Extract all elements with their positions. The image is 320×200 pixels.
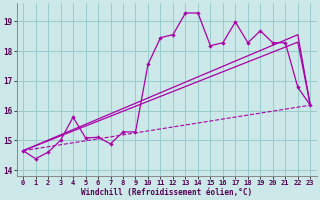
X-axis label: Windchill (Refroidissement éolien,°C): Windchill (Refroidissement éolien,°C) [81,188,252,197]
